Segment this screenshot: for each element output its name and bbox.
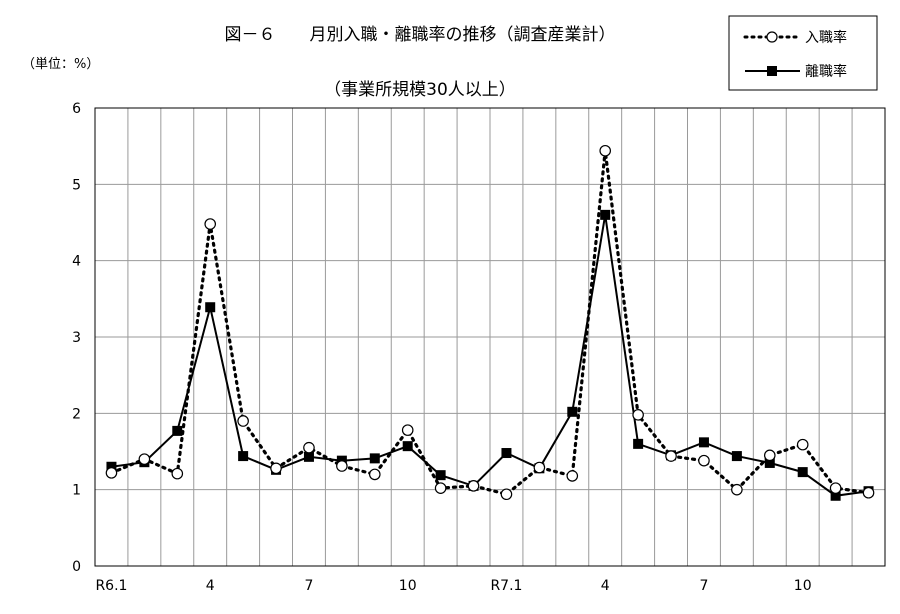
entry-rate-point: [105, 467, 118, 479]
entry-rate-point: [599, 144, 612, 157]
chart-title: 図－６ 月別入職・離職率の推移（調査産業計）: [225, 25, 616, 45]
entry-rate-point: [862, 486, 875, 499]
separation-rate-point: [633, 438, 644, 449]
x-tick-label: 10: [399, 578, 417, 594]
entry-rate-point: [829, 482, 842, 494]
entry-rate-point: [566, 470, 579, 482]
separation-rate-line: [111, 214, 869, 497]
entry-rate-point: [204, 218, 217, 230]
x-tick-label: 7: [699, 578, 708, 594]
legend-box: [728, 15, 878, 91]
separation-rate-point: [106, 461, 117, 472]
separation-rate-point: [435, 470, 446, 481]
separation-rate-point: [764, 457, 775, 468]
entry-rate-point: [303, 441, 315, 454]
y-axis: 0 1 2 3 4 5 6: [72, 101, 81, 575]
x-axis: R6.1 4 7 10 R7.1 4 7 10: [95, 578, 811, 594]
unit-label: （単位：%）: [22, 56, 99, 72]
x-tick-label: 10: [794, 578, 812, 594]
entry-rate-point: [533, 461, 546, 474]
legend-marker-entry-rate: [766, 31, 778, 43]
entry-rate-point: [665, 450, 677, 462]
separation-rate-point: [567, 406, 578, 417]
entry-rate-point: [500, 488, 513, 501]
entry-rate-point: [401, 424, 414, 436]
y-tick-label: 5: [72, 177, 81, 193]
separation-rate-point: [402, 441, 413, 452]
separation-rate-point: [731, 451, 742, 462]
x-tick-label: 4: [206, 578, 215, 594]
entry-rate-point: [138, 453, 151, 465]
entry-rate-point: [763, 449, 776, 462]
y-tick-label: 0: [72, 559, 81, 575]
entry-rate-point: [270, 462, 282, 475]
grid-lines: [95, 108, 885, 566]
legend-marker-separation-rate: [767, 66, 777, 76]
x-tick-label: 4: [601, 578, 610, 594]
legend: 入職率 離職率: [728, 15, 878, 91]
x-tick-label: R6.1: [95, 578, 127, 594]
entry-rate-point: [796, 438, 809, 451]
separation-rate-point: [369, 453, 380, 464]
entry-rate-point: [237, 415, 249, 427]
separation-rate-point: [303, 451, 314, 462]
separation-rate-point: [797, 467, 808, 478]
entry-rate-point: [731, 483, 743, 496]
y-tick-label: 2: [72, 406, 81, 422]
y-tick-label: 4: [72, 254, 81, 270]
entry-rate-point: [336, 460, 348, 472]
separation-rate-point: [205, 302, 216, 313]
separation-rate-point: [238, 451, 249, 462]
legend-label-entry-rate: 入職率: [805, 29, 847, 46]
x-tick-label: R7.1: [490, 578, 522, 594]
y-tick-label: 1: [72, 483, 81, 499]
legend-label-separation-rate: 離職率: [805, 63, 847, 80]
y-tick-label: 6: [72, 101, 81, 117]
entry-rate-line: [109, 150, 871, 496]
x-tick-label: 7: [304, 578, 313, 594]
entry-rate-point: [632, 409, 644, 421]
plot-area-border: [94, 107, 886, 567]
separation-rate-point: [600, 209, 611, 220]
chart-subtitle: （事業所規模30人以上）: [324, 80, 516, 100]
separation-rate-point: [698, 437, 709, 448]
entry-rate-point: [467, 480, 480, 492]
entry-rate-point: [368, 468, 381, 481]
y-tick-label: 3: [72, 330, 81, 346]
entry-rate-point: [171, 467, 184, 480]
entry-rate-point: [434, 482, 447, 494]
entry-rate-point: [698, 454, 710, 467]
separation-rate-point: [172, 425, 183, 436]
separation-rate-point: [830, 490, 841, 501]
series-layer: [105, 144, 875, 501]
separation-rate-point: [501, 448, 512, 459]
